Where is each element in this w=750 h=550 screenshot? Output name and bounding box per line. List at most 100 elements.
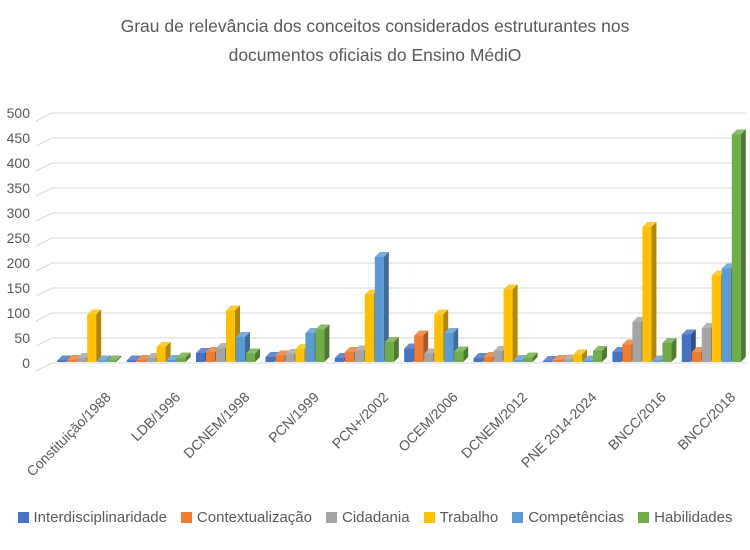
gridline [35, 187, 746, 197]
bar-face [632, 322, 642, 362]
bar-face [593, 346, 607, 351]
chart-legend: Interdisciplinaridade Contextualização Cid… [0, 504, 750, 530]
bar-face [681, 329, 696, 335]
bar-face [156, 342, 171, 347]
bar-habilidades [246, 348, 260, 362]
legend-label: Habilidades [654, 508, 733, 526]
bar-face [602, 346, 607, 362]
bar-face [344, 347, 359, 352]
bar-face [543, 361, 552, 362]
bar-face [126, 355, 141, 361]
legend-label: Competências [528, 508, 625, 526]
bar-face [553, 360, 562, 362]
bar-face [622, 344, 632, 362]
bar-group-Constituição/1988 [57, 309, 122, 362]
bar-face [681, 334, 691, 362]
bar-face [493, 351, 503, 362]
bar-face [206, 352, 215, 362]
bar-habilidades [731, 129, 746, 362]
bar-face [701, 328, 711, 362]
y-axis-tick-label: 400 [7, 155, 31, 171]
bar-face [523, 357, 533, 362]
bar-face [414, 335, 424, 362]
x-axis-category-label: PNE 2014-2024 [518, 389, 600, 471]
legend-label: Trabalho [439, 508, 499, 526]
gridline [35, 362, 746, 372]
bar-face [236, 332, 250, 337]
bar-face [265, 357, 275, 362]
y-axis-tick-label: 100 [7, 305, 31, 321]
bar-face [107, 360, 117, 362]
bar-face [96, 309, 102, 362]
bar-face [434, 314, 444, 362]
bar-face [463, 346, 469, 362]
bar-group-PCN/1999 [265, 324, 330, 362]
bar-face [711, 275, 721, 362]
bar-face [77, 358, 87, 362]
bar-group-BNCC/2018 [681, 129, 746, 362]
legend-label: Contextualização [196, 508, 312, 526]
bar-habilidades [107, 355, 122, 362]
bar-face [97, 360, 107, 362]
gridline [35, 137, 746, 147]
bar-habilidades [315, 324, 330, 362]
bar-face [185, 352, 191, 362]
bar-face [691, 352, 701, 362]
y-axis-tick-label: 250 [7, 230, 31, 246]
bar-face [156, 347, 166, 362]
bar-face [116, 355, 122, 362]
gridline [35, 112, 746, 122]
x-axis-category-label: PCN/1999 [265, 389, 322, 446]
bar-face [176, 357, 186, 362]
bar-face [305, 333, 315, 362]
bar-face [246, 348, 260, 354]
bar-face [275, 355, 285, 362]
bar-face [662, 343, 672, 362]
y-axis-tick-label: 150 [7, 280, 31, 296]
bar-face [532, 352, 538, 362]
bar-face [315, 324, 330, 330]
bar-face [176, 352, 191, 358]
bar-face [136, 355, 151, 360]
legend-item-cidadania: Cidadania [326, 509, 410, 526]
bar-face [642, 222, 657, 227]
y-axis-tick-label: 500 [7, 105, 31, 121]
bar-group-PCN+/2002 [334, 252, 399, 362]
bar-face [414, 330, 429, 336]
bar-face [383, 252, 389, 362]
bar-face [662, 338, 677, 343]
y-axis-tick-label: 350 [7, 180, 31, 196]
x-axis-category-label: Constituição/1988 [23, 389, 114, 480]
bar-habilidades [662, 338, 677, 362]
bar-face [652, 360, 662, 362]
bar-face [87, 314, 97, 362]
y-axis-tick-label: 450 [7, 130, 31, 146]
bar-face [285, 354, 295, 362]
legend-item-trabalho: Trabalho [423, 508, 499, 526]
bar-face [612, 352, 622, 362]
legend-swatch-icon [638, 511, 650, 523]
legend-item-interdisciplinaridade: Interdisciplinaridade [17, 509, 167, 526]
legend-swatch-icon [423, 511, 435, 523]
bar-face [642, 227, 652, 362]
bar-face [334, 358, 344, 362]
legend-item-competências: Competências [512, 509, 624, 526]
bar-habilidades [454, 346, 469, 362]
bar-face [67, 360, 77, 362]
y-axis-tick-label: 300 [7, 205, 31, 221]
bar-face [165, 342, 171, 362]
bar-face [404, 348, 414, 362]
bar-trabalho [87, 309, 102, 362]
bar-face [146, 358, 156, 362]
gridline [35, 262, 746, 272]
bar-face [543, 356, 557, 361]
bar-group-PNE 2014-2024 [543, 346, 607, 362]
x-axis-category-label: BNCC/2016 [605, 389, 669, 453]
bar-face [731, 134, 741, 362]
bar-face [236, 337, 245, 362]
y-axis-tick-label: 0 [22, 355, 30, 371]
bar-face [374, 252, 389, 257]
x-axis-category-label: DCNEM/1998 [180, 389, 253, 462]
bar-face [454, 351, 464, 362]
bar-face [107, 355, 122, 361]
